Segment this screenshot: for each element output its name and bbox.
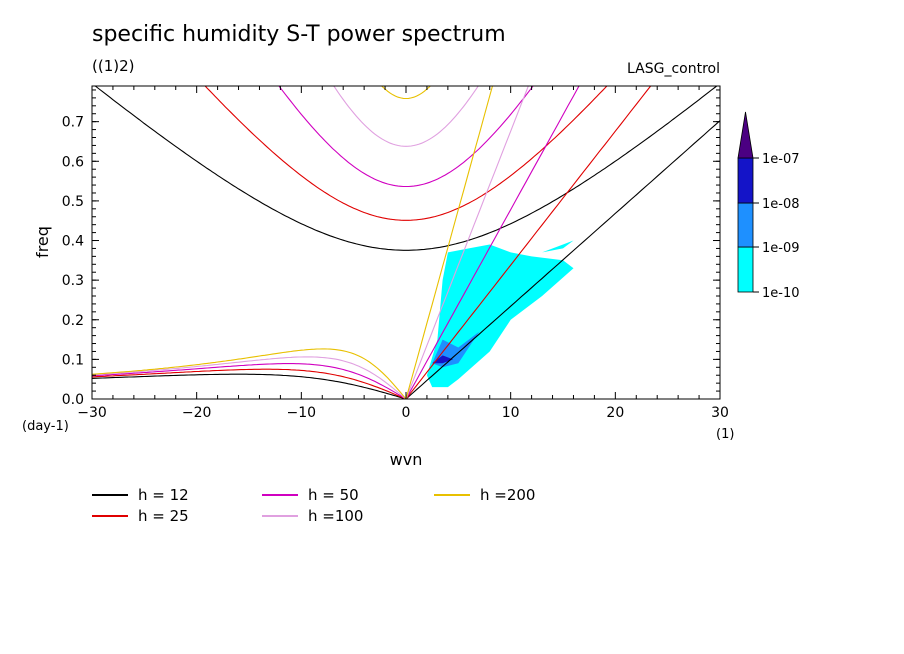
dispersion-curve [278, 86, 534, 188]
chart-title: specific humidity S-T power spectrum [92, 22, 506, 47]
x-axis-label: wvn [390, 450, 423, 469]
y-tick-label: 0.4 [62, 234, 84, 250]
dispersion-curve [92, 356, 407, 399]
x-tick-label: −10 [287, 405, 317, 421]
dispersion-curve [92, 373, 407, 399]
legend-label: h = 50 [308, 486, 359, 504]
y-tick-label: 0.6 [62, 154, 84, 170]
colorbar-extend-arrow [737, 111, 754, 159]
colorbar-segment [737, 246, 754, 293]
x-tick-label: 0 [402, 405, 411, 421]
x-tick-label: 30 [711, 405, 729, 421]
dispersion-curve [94, 86, 718, 251]
legend-swatch [434, 494, 470, 496]
legend-label: h = 12 [138, 486, 189, 504]
legend-swatch [262, 494, 298, 496]
power-shading [426, 240, 574, 388]
colorbar-segment [737, 157, 754, 204]
legend-swatch [92, 515, 128, 517]
colorbar-label: 1e-07 [762, 152, 800, 167]
axes: −30 −20 −10 0 10 20 30 0.0 0.1 0.2 0.3 0.4 0.5 0.6 0.7… [22, 86, 734, 469]
colorbar-segment [737, 202, 754, 248]
y-tick-label: 0.1 [62, 352, 84, 368]
chart-subtitle: ((1)2) [92, 57, 135, 75]
y-unit-label: (day-1) [22, 419, 69, 434]
legend-item: h =100 [262, 507, 363, 525]
y-tick-label: 0.3 [62, 273, 84, 289]
legend-label: h =100 [308, 507, 364, 525]
plot-frame [91, 85, 721, 400]
x-tick-label: 20 [606, 405, 624, 421]
dispersion-curve [405, 86, 652, 399]
x-tick-label: −20 [182, 405, 212, 421]
y-tick-label: 0.0 [62, 392, 84, 408]
legend-item: h =200 [434, 486, 535, 504]
y-tick-label: 0.2 [62, 313, 84, 329]
legend-swatch [92, 494, 128, 496]
legend-label: h =200 [480, 486, 536, 504]
colorbar-label: 1e-09 [762, 241, 800, 256]
colorbar: 1e-10 1e-09 1e-08 1e-07 [737, 111, 800, 301]
y-axis-label: freq [33, 226, 52, 258]
x-tick-label: 10 [502, 405, 520, 421]
x-tick-label: −30 [77, 405, 107, 421]
dispersion-curve [92, 368, 407, 399]
legend-label: h = 25 [138, 507, 189, 525]
dispersion-curve [92, 348, 407, 399]
dispersion-curve [333, 86, 479, 147]
legend-item: h = 25 [92, 507, 189, 525]
dispersion-curve [405, 86, 529, 399]
run-name-label: LASG_control [627, 61, 720, 77]
dispersion-curve [204, 86, 608, 221]
dispersion-curve [92, 363, 407, 399]
x-unit-label: (1) [716, 427, 734, 442]
shaded-region [542, 240, 574, 253]
colorbar-label: 1e-10 [762, 286, 800, 301]
legend-item: h = 12 [92, 486, 189, 504]
dispersion-curve [405, 86, 494, 399]
colorbar-label: 1e-08 [762, 197, 800, 212]
legend-item: h = 50 [262, 486, 359, 504]
dispersion-curve [405, 119, 720, 399]
y-tick-label: 0.7 [62, 115, 84, 131]
y-tick-label: 0.5 [62, 194, 84, 210]
legend-swatch [262, 515, 298, 517]
dispersion-curve [380, 86, 432, 100]
dispersion-curve [405, 86, 580, 399]
dispersion-curves [92, 86, 720, 399]
